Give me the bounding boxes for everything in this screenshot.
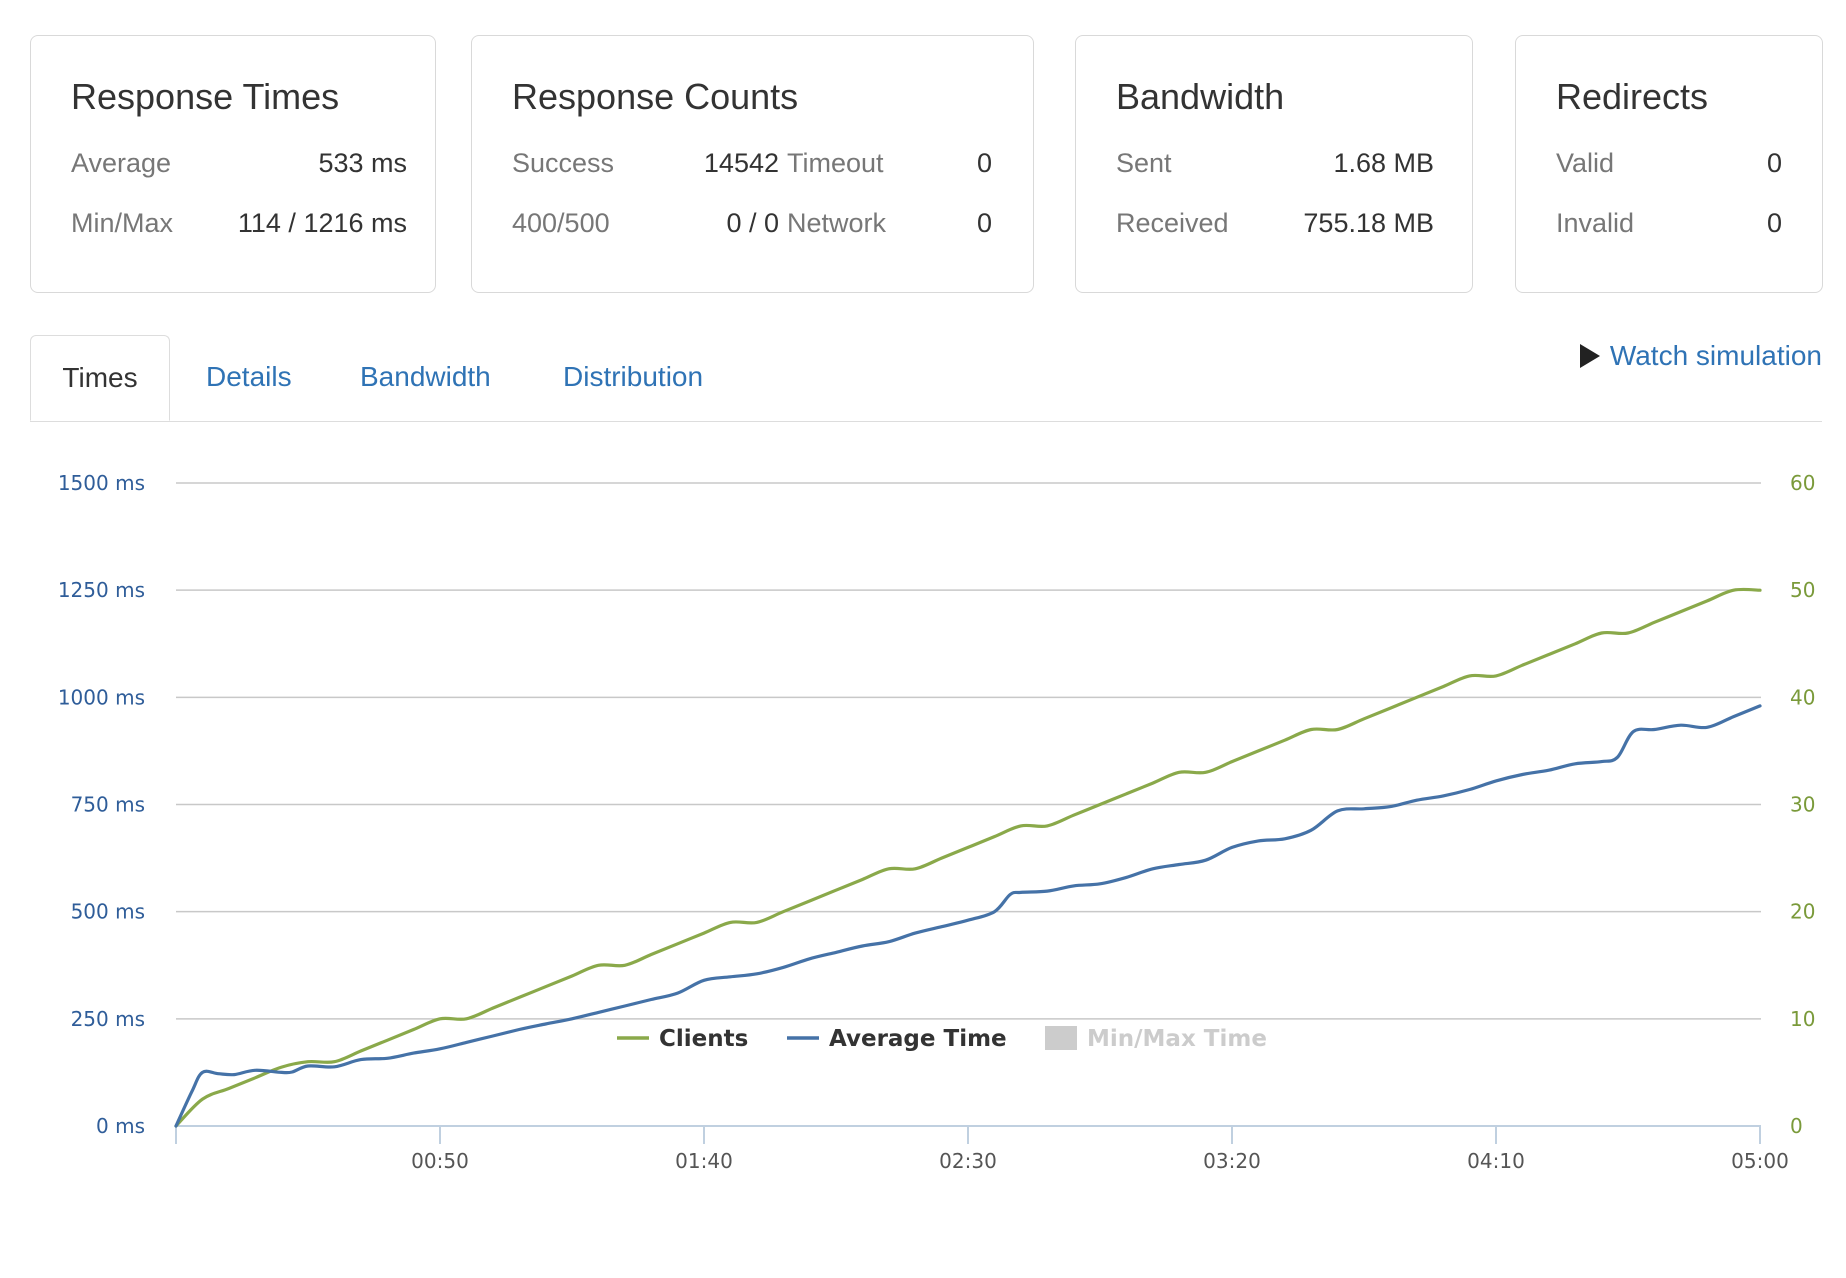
received-label: Received	[1116, 208, 1229, 238]
clients-line	[174, 587, 1762, 1128]
average-value: 533 ms	[318, 148, 407, 178]
grid-lines	[176, 482, 1761, 1020]
minmax-label: Min/Max	[71, 208, 174, 238]
tab-times[interactable]: Times	[30, 335, 170, 421]
sent-value: 1.68 MB	[1333, 148, 1434, 178]
chart-tabs: Times Details Bandwidth Distribution	[30, 335, 1822, 422]
legend-item-average-time[interactable]: Average Time	[787, 1026, 1007, 1052]
y-left-tick-label: 250 ms	[71, 1007, 145, 1031]
x-tick-label: 01:40	[675, 1149, 733, 1173]
timeout-label: Timeout	[787, 148, 884, 178]
response-times-chart: 0 ms 250 ms 500 ms 750 ms 1000 ms 1250 ms 1500…	[58, 471, 1816, 1173]
right-y-axis: 0 10 20 30 40 50 60	[1790, 471, 1815, 1138]
success-value: 14542	[703, 148, 779, 178]
success-label: Success	[512, 148, 615, 178]
y-right-tick-label: 20	[1790, 900, 1815, 924]
y-left-tick-label: 750 ms	[71, 793, 145, 817]
x-tick-label: 03:20	[1203, 1149, 1261, 1173]
network-label: Network	[787, 208, 887, 238]
y-right-tick-label: 30	[1790, 793, 1815, 817]
card-title: Response Times	[71, 76, 340, 117]
legend-swatch	[1045, 1026, 1077, 1050]
received-value: 755.18 MB	[1303, 208, 1434, 238]
y-right-tick-label: 10	[1790, 1007, 1815, 1031]
card-title: Redirects	[1556, 76, 1709, 117]
x-tick-label: 02:30	[939, 1149, 997, 1173]
minmax-value: 114 / 1216 ms	[237, 208, 407, 238]
watch-simulation-label: Watch simulation	[1609, 340, 1822, 371]
sent-label: Sent	[1116, 148, 1172, 178]
series-lines	[174, 587, 1762, 1128]
invalid-value: 0	[1766, 208, 1782, 238]
x-tick-label: 05:00	[1731, 1149, 1789, 1173]
y-left-tick-label: 1000 ms	[58, 685, 145, 709]
redirects-card: Redirects Valid 0 Invalid 0	[1515, 35, 1823, 293]
valid-value: 0	[1766, 148, 1782, 178]
card-title: Response Counts	[512, 76, 799, 117]
tab-details[interactable]: Details	[206, 361, 292, 392]
left-y-axis: 0 ms 250 ms 500 ms 750 ms 1000 ms 1250 ms 1500…	[58, 471, 145, 1138]
timeout-value: 0	[976, 148, 992, 178]
watch-simulation-link[interactable]: Watch simulation	[1579, 340, 1822, 372]
legend-label: Clients	[659, 1026, 748, 1052]
average-time-line	[174, 704, 1762, 1128]
y-right-tick-label: 60	[1790, 471, 1815, 495]
y-left-tick-label: 500 ms	[71, 900, 145, 924]
legend-label: Average Time	[829, 1026, 1007, 1052]
x-axis: 00:50 01:40 02:30 03:20 04:10 05:00	[175, 1125, 1789, 1173]
y-left-tick-label: 1500 ms	[58, 471, 145, 495]
y-right-tick-label: 40	[1790, 685, 1815, 709]
bandwidth-card: Bandwidth Sent 1.68 MB Received 755.18 M…	[1075, 35, 1473, 293]
valid-label: Valid	[1556, 148, 1615, 178]
response-counts-card: Response Counts Success 14542 Timeout 0 …	[471, 35, 1034, 293]
legend-item-clients[interactable]: Clients	[617, 1026, 748, 1052]
errors-value: 0 / 0	[726, 208, 779, 238]
tab-distribution[interactable]: Distribution	[563, 361, 704, 392]
network-value: 0	[976, 208, 992, 238]
y-right-tick-label: 50	[1790, 578, 1815, 602]
card-title: Bandwidth	[1116, 76, 1285, 117]
tab-bandwidth[interactable]: Bandwidth	[360, 361, 491, 392]
average-label: Average	[71, 148, 172, 178]
y-right-tick-label: 0	[1790, 1114, 1803, 1138]
y-left-tick-label: 0 ms	[96, 1114, 145, 1138]
play-icon	[1579, 344, 1600, 368]
response-times-card: Response Times Average 533 ms Min/Max 11…	[30, 35, 436, 293]
chart-legend: Clients Average Time Min/Max Time	[617, 1026, 1267, 1052]
legend-label: Min/Max Time	[1087, 1026, 1267, 1052]
x-tick-label: 04:10	[1467, 1149, 1525, 1173]
x-tick-label: 00:50	[411, 1149, 469, 1173]
invalid-label: Invalid	[1556, 208, 1635, 238]
y-left-tick-label: 1250 ms	[58, 578, 145, 602]
legend-item-min-max-time[interactable]: Min/Max Time	[1045, 1026, 1267, 1052]
errors-label: 400/500	[512, 208, 610, 238]
